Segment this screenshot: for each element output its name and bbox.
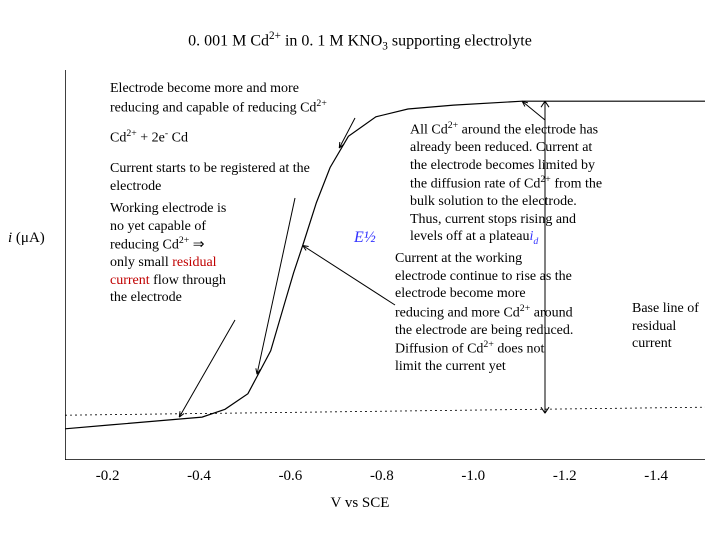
x-tick-label: -0.4: [187, 468, 211, 485]
ann-left1-l2: electrode: [110, 178, 380, 196]
rn-l1: Base line of: [632, 300, 717, 318]
ann-top-l2b: 2+: [316, 98, 326, 109]
ann-left2-l5a: current: [110, 273, 150, 288]
rn-l3: current: [632, 335, 717, 353]
ann-left1-l1: Current starts to be registered at the: [110, 160, 380, 178]
ann-left2-l3c: ⇒: [189, 238, 204, 253]
rm-l2: electrode continue to rise as the: [395, 268, 625, 286]
rt-l3: the electrode becomes limited by: [410, 157, 640, 175]
x-tick-label: -1.2: [553, 468, 577, 485]
rt-l4-wrap: the diffusion rate of Cd2+ from the: [410, 174, 640, 193]
rm-l6-wrap: Diffusion of Cd2+ does not: [395, 339, 625, 358]
x-axis-label: V vs SCE: [0, 495, 720, 512]
rt-l4a: the diffusion rate of Cd: [410, 177, 540, 192]
annotation-working-electrode: Working electrode is no yet capable of r…: [110, 200, 280, 307]
rt-l4c: from the: [551, 177, 602, 192]
rt-l1-wrap: All Cd2+ around the electrode has: [410, 120, 640, 139]
y-close: A): [29, 230, 45, 246]
ann-top-l2a: reducing and capable of reducing Cd: [110, 100, 316, 115]
rt-l7-wrap: levels off at a plateauid: [410, 228, 640, 248]
equation-reduction: Cd2+ + 2e- Cd: [110, 128, 188, 147]
ann-left2-l5-wrap: current flow through: [110, 272, 280, 290]
rm-l6a: Diffusion of Cd: [395, 342, 483, 357]
rt-l1a: All Cd: [410, 123, 448, 138]
y-open: (: [12, 230, 21, 246]
ann-left2-l4a: only small: [110, 255, 172, 270]
title-c: in 0. 1 M KNO: [281, 32, 382, 49]
eq-a: Cd: [110, 131, 126, 146]
ann-top-l1: Electrode become more and more: [110, 80, 390, 98]
annotation-electrode-reducing: Electrode become more and more reducing …: [110, 80, 390, 117]
rt-l7a: levels off at a plateau: [410, 229, 529, 244]
annotation-baseline: Base line of residual current: [632, 300, 717, 353]
rm-l4c: around: [530, 305, 572, 320]
rm-l7: limit the current yet: [395, 358, 625, 376]
chart-title: 0. 001 M Cd2+ in 0. 1 M KNO3 supporting …: [0, 30, 720, 53]
x-tick-label: -0.8: [370, 468, 394, 485]
ann-left2-l1: Working electrode is: [110, 200, 280, 218]
rt-l6: Thus, current stops rising and: [410, 211, 640, 229]
annotation-plateau: All Cd2+ around the electrode has alread…: [410, 120, 640, 248]
ann-left2-l6: the electrode: [110, 289, 280, 307]
ann-left2-l5b: flow through: [150, 273, 226, 288]
rt-l4b: 2+: [540, 174, 550, 185]
rn-l2: residual: [632, 318, 717, 336]
x-tick-label: -0.6: [279, 468, 303, 485]
ann-left2-l4b: residual: [172, 255, 216, 270]
rt-l5: bulk solution to the electrode.: [410, 193, 640, 211]
ann-left2-l3b: 2+: [179, 235, 189, 246]
rt-l7c: d: [533, 236, 538, 247]
x-tick-label: -1.0: [461, 468, 485, 485]
rm-l6c: does not: [494, 342, 545, 357]
ann-top-l2-wrap: reducing and capable of reducing Cd2+: [110, 98, 390, 117]
rm-l6b: 2+: [483, 339, 493, 350]
ann-left2-l4-wrap: only small residual: [110, 254, 280, 272]
title-a: 0. 001 M Cd: [188, 32, 269, 49]
ann-left2-l3a: reducing Cd: [110, 238, 179, 253]
ann-left2-l3-wrap: reducing Cd2+ ⇒: [110, 235, 280, 254]
x-tick-label: -0.2: [96, 468, 120, 485]
e-half-label: E½: [354, 228, 376, 248]
rm-l1: Current at the working: [395, 250, 625, 268]
x-tick-label: -1.4: [644, 468, 668, 485]
rm-l4b: 2+: [520, 303, 530, 314]
rt-l2: already been reduced. Current at: [410, 139, 640, 157]
y-axis-label: i (μA): [8, 230, 45, 247]
rm-l3: electrode become more: [395, 285, 625, 303]
eq-b: 2+: [126, 128, 136, 139]
title-e: supporting electrolyte: [388, 32, 532, 49]
title-b: 2+: [269, 30, 281, 42]
rm-l5: the electrode are being reduced.: [395, 322, 625, 340]
y-mu: μ: [21, 230, 29, 246]
rm-l4a: reducing and more Cd: [395, 305, 520, 320]
annotation-current-rising: Current at the working electrode continu…: [395, 250, 625, 376]
rt-l1c: around the electrode has: [458, 123, 598, 138]
eq-c: + 2e: [137, 131, 165, 146]
rm-l4-wrap: reducing and more Cd2+ around: [395, 303, 625, 322]
annotation-current-starts: Current starts to be registered at the e…: [110, 160, 380, 195]
eq-rhs: Cd: [172, 131, 188, 146]
ann-left2-l2: no yet capable of: [110, 218, 280, 236]
rt-l1b: 2+: [448, 120, 458, 131]
